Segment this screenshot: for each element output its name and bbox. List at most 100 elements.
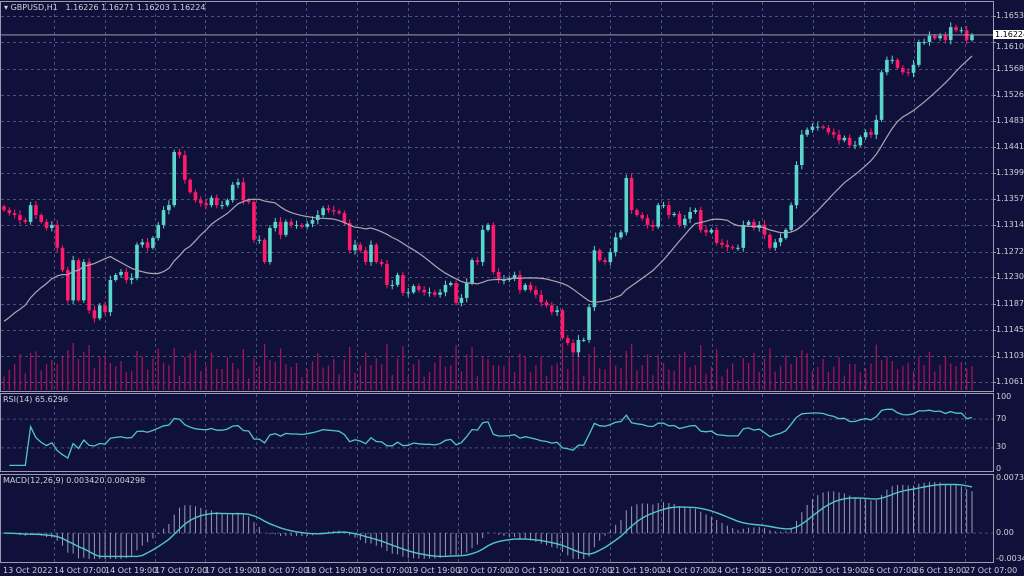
- candle-body: [18, 215, 22, 221]
- candle-body: [698, 210, 703, 230]
- candle-body: [438, 292, 442, 295]
- candle-body: [321, 208, 325, 216]
- time-axis-label: 24 Oct 19:00: [712, 566, 765, 575]
- candle-body: [331, 210, 336, 212]
- rsi-panel-border: [0, 393, 994, 472]
- candle-body: [257, 239, 262, 241]
- macd-panel-border: [0, 474, 994, 563]
- symbol-label: GBPUSD,H1: [10, 3, 58, 12]
- candle-body: [736, 247, 740, 249]
- candle-body: [576, 339, 581, 353]
- candle-body: [581, 339, 586, 341]
- candle-body: [480, 229, 485, 263]
- collapse-triangle-icon[interactable]: ▾: [4, 3, 9, 12]
- candle-body: [124, 271, 129, 280]
- candle-body: [784, 229, 788, 238]
- price-axis-label: 1.14415: [996, 141, 1024, 151]
- time-axis-label: 14 Oct 07:00: [54, 566, 107, 575]
- candle-body: [129, 278, 134, 280]
- current-price-label: 1.16224: [993, 30, 1024, 39]
- candle-body: [198, 200, 203, 204]
- candle-body: [246, 200, 251, 203]
- candle-body: [300, 224, 304, 227]
- candle-body: [613, 237, 618, 253]
- candle-body: [709, 229, 714, 233]
- candle-body: [23, 220, 28, 222]
- time-axis-label: 13 Oct 2022: [3, 566, 53, 575]
- candle-body: [289, 221, 294, 225]
- candle-body: [268, 228, 272, 263]
- candle-body: [911, 64, 916, 73]
- candle-body: [12, 213, 17, 216]
- candle-body: [464, 283, 469, 298]
- candle-body: [629, 177, 634, 211]
- candle-body: [214, 197, 219, 206]
- candle-body: [278, 221, 283, 235]
- candle-body: [858, 137, 863, 146]
- candle-body: [938, 35, 942, 39]
- candle-body: [475, 260, 480, 263]
- price-axis-label: 1.12300: [996, 272, 1024, 282]
- candle-body: [826, 127, 831, 133]
- candle-body: [71, 260, 75, 301]
- candle-body: [411, 286, 416, 293]
- candle-body: [885, 59, 889, 73]
- candle-body: [183, 155, 187, 180]
- candle-body: [97, 305, 102, 319]
- macd-axis-label: 0.007313: [996, 473, 1024, 482]
- candle-body: [236, 182, 240, 185]
- candle-body: [528, 284, 533, 290]
- candle-body: [959, 30, 964, 32]
- candle-body: [193, 192, 198, 201]
- candle-body: [677, 213, 682, 225]
- candle-body: [167, 205, 171, 211]
- candle-body: [427, 292, 432, 294]
- candle-body: [906, 72, 910, 74]
- candle-body: [932, 35, 937, 39]
- candle-body: [422, 289, 426, 293]
- candle-body: [693, 210, 698, 212]
- candle-body: [28, 205, 33, 222]
- candle-body: [337, 211, 341, 214]
- candle-body: [608, 252, 613, 263]
- rsi-axis-label: 30: [996, 442, 1007, 452]
- candle-body: [821, 126, 825, 128]
- candle-body: [661, 205, 666, 207]
- rsi-axis-label: 0: [996, 464, 1002, 473]
- rsi-title: RSI(14) 65.6296: [3, 395, 69, 404]
- time-axis-label: 18 Oct 19:00: [306, 566, 359, 575]
- candle-body: [682, 218, 687, 225]
- candle-body: [342, 213, 347, 224]
- candle-body: [651, 224, 655, 227]
- candle-body: [688, 211, 692, 219]
- candle-body: [220, 205, 224, 207]
- price-axis-label: 1.15260: [996, 89, 1024, 99]
- candle-body: [800, 134, 804, 165]
- time-axis-label: 18 Oct 07:00: [256, 566, 309, 575]
- time-axis-label: 14 Oct 19:00: [105, 566, 158, 575]
- candle-body: [869, 132, 873, 135]
- macd-axis-label: -0.003428: [996, 554, 1024, 563]
- candle-body: [502, 279, 506, 281]
- candle-body: [358, 244, 363, 251]
- candle-body: [486, 224, 490, 230]
- macd-axis-label: 0.00: [996, 528, 1014, 538]
- price-axis-label: 1.10610: [996, 376, 1024, 386]
- candle-body: [667, 205, 671, 216]
- time-axis-label: 27 Oct 07:00: [965, 566, 1018, 575]
- candle-body: [66, 270, 70, 301]
- candle-body: [385, 263, 389, 285]
- candle-body: [363, 250, 368, 263]
- candle-body: [225, 200, 230, 206]
- rsi-axis-label: 70: [996, 413, 1007, 423]
- candle-body: [656, 205, 660, 227]
- candle-body: [459, 297, 464, 303]
- time-axis-label: 25 Oct 19:00: [813, 566, 866, 575]
- candle-body: [50, 224, 54, 229]
- candle-body: [44, 221, 49, 229]
- macd-title: MACD(12,26,9) 0.003420 0.004298: [3, 476, 146, 485]
- price-axis-label: 1.11875: [996, 298, 1024, 308]
- candle-body: [512, 275, 517, 279]
- candle-body: [720, 242, 724, 245]
